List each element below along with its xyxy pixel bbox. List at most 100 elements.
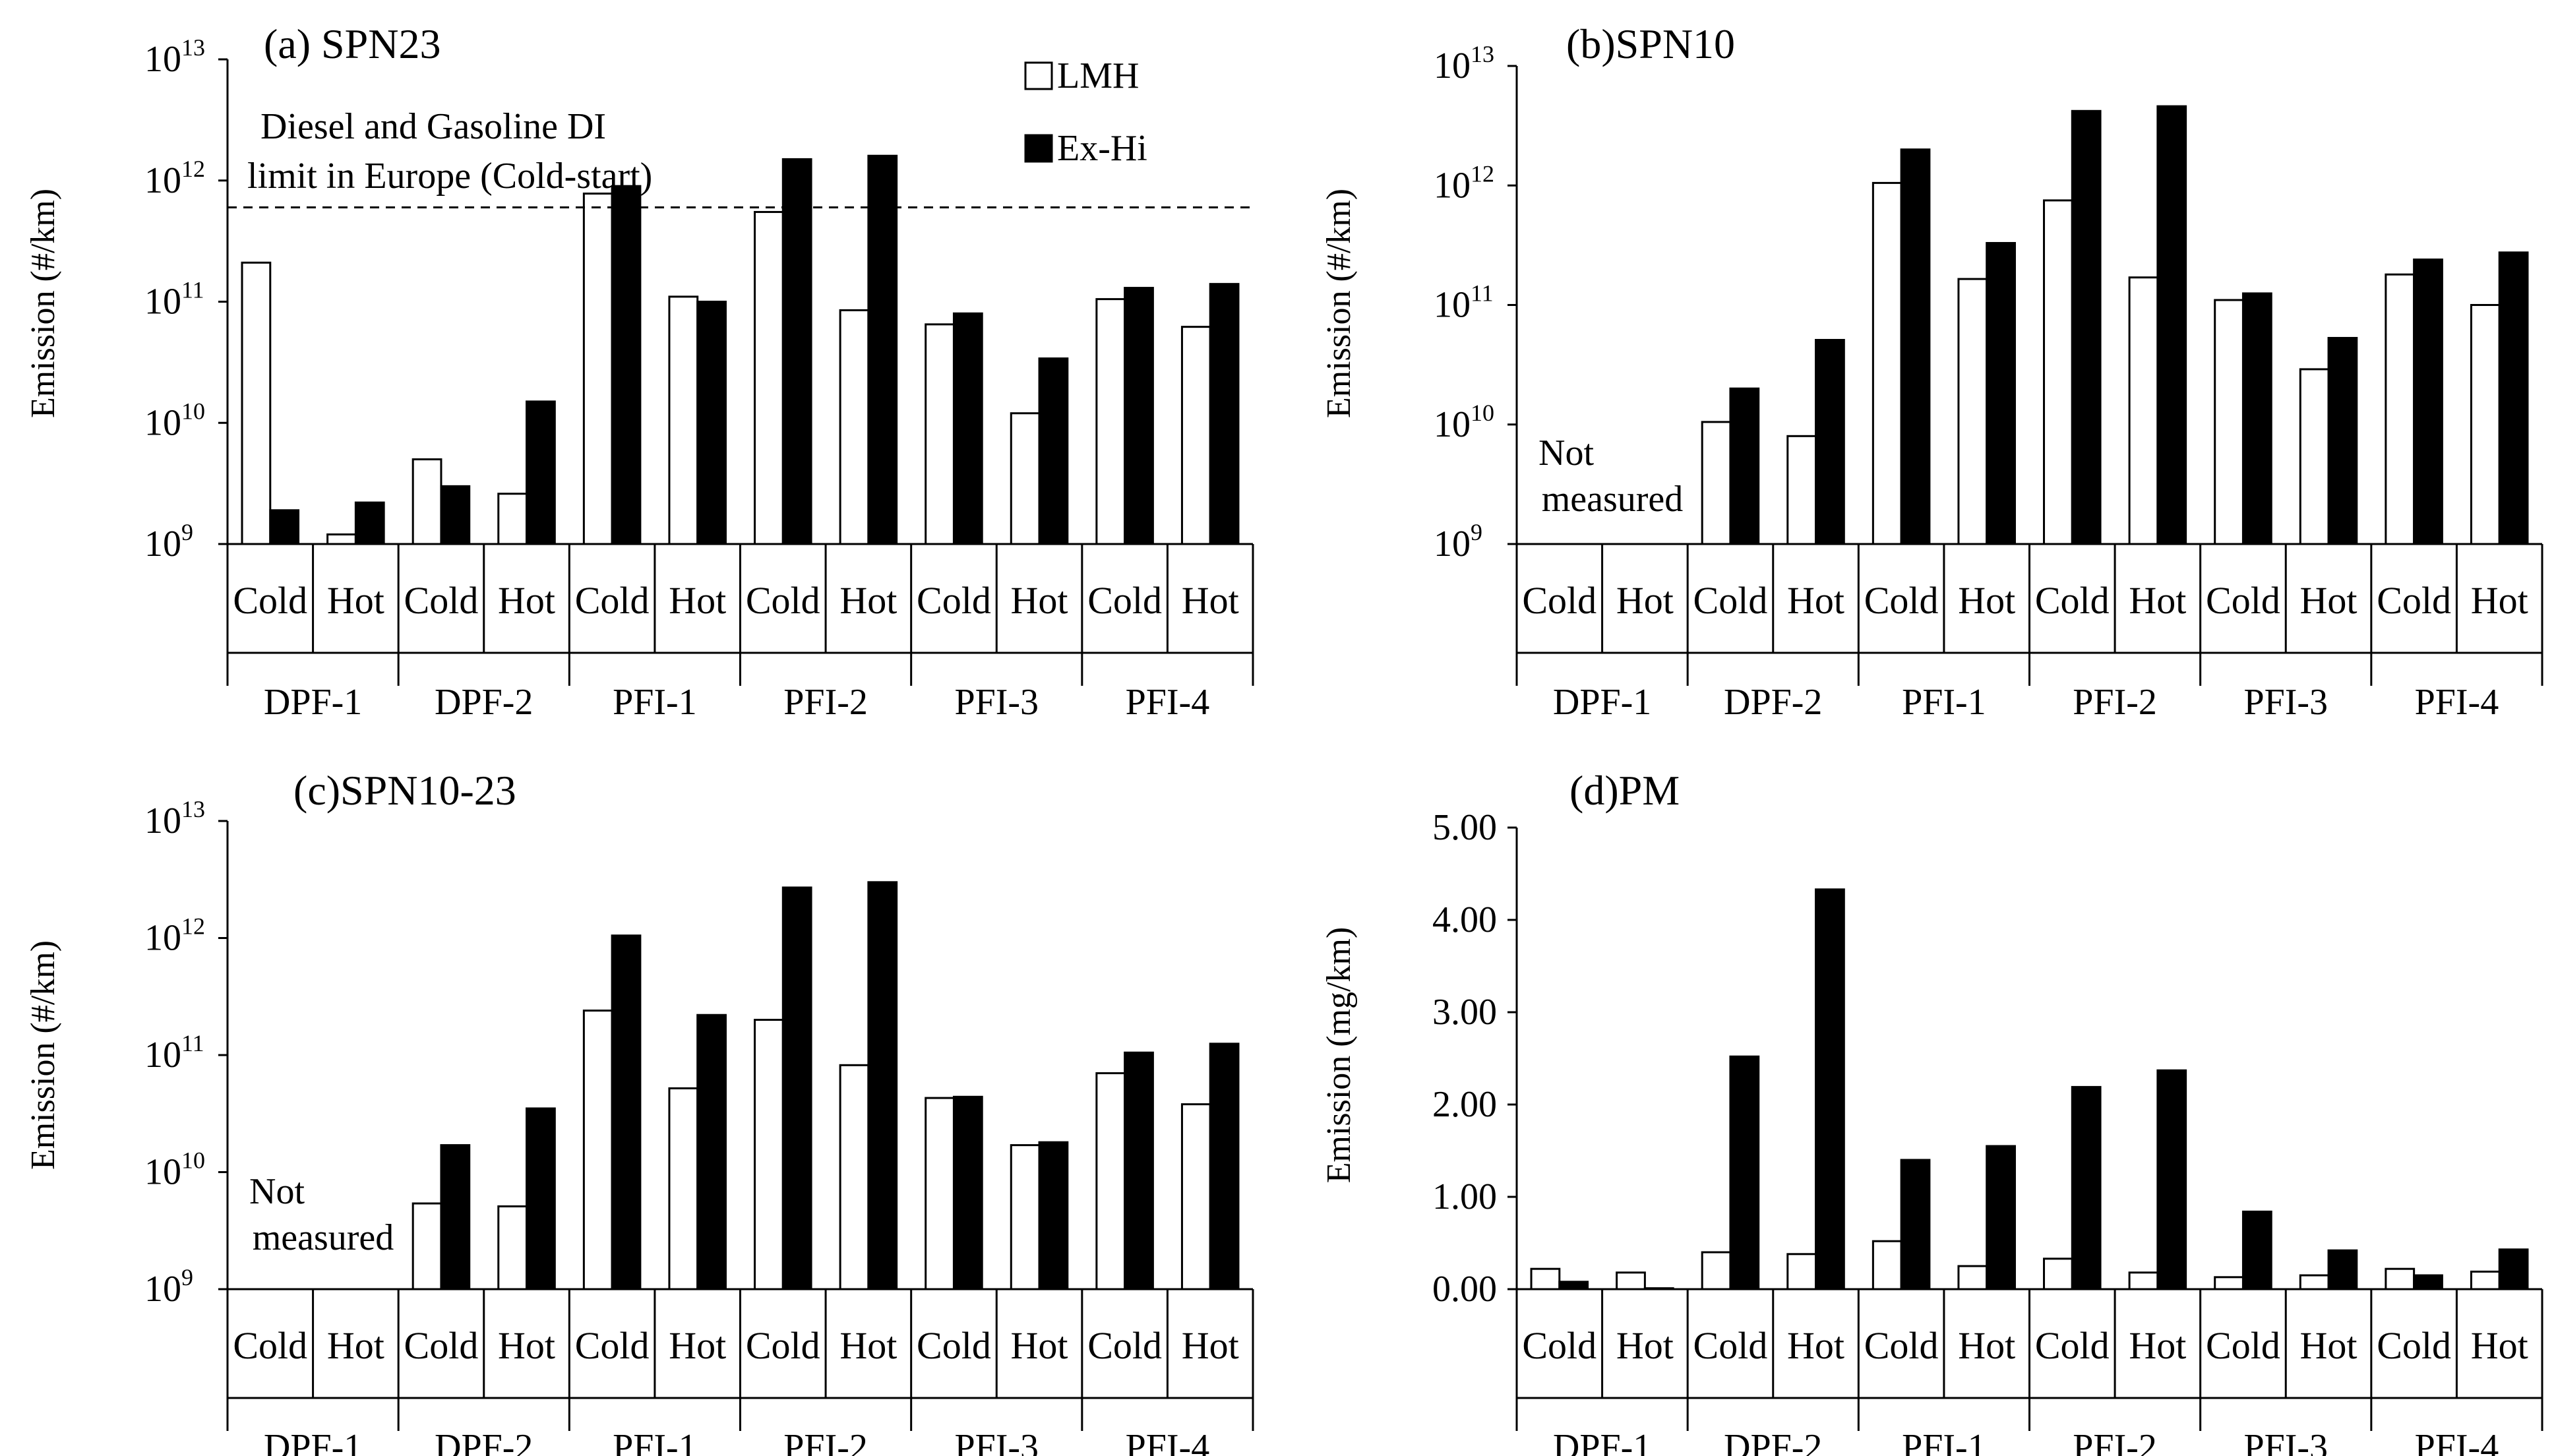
subcategory-label: Cold xyxy=(2035,1324,2110,1367)
bar-lmh xyxy=(2043,199,2073,545)
bar-ex-hi xyxy=(2071,1085,2102,1290)
y-tick-base: 10 xyxy=(1434,285,1471,326)
subcategory-label: Cold xyxy=(1522,579,1597,622)
y-axis-label: Emission (#/km) xyxy=(24,189,62,418)
group-label: DPF-2 xyxy=(435,1427,533,1456)
limit-label-line2: limit in Europe (Cold-start) xyxy=(247,156,652,197)
subcategory-label: Hot xyxy=(498,1324,555,1367)
group-label: PFI-2 xyxy=(783,682,868,723)
bar-ex-hi xyxy=(1558,1281,1589,1290)
bar-ex-hi xyxy=(2413,258,2443,545)
bar-ex-hi xyxy=(696,1014,727,1290)
group-label: PFI-2 xyxy=(2073,682,2157,723)
y-tick-base: 10 xyxy=(144,918,181,959)
subcategory-label: Hot xyxy=(1616,579,1674,622)
bar-ex-hi xyxy=(611,934,642,1290)
y-tick-exponent: 13 xyxy=(181,796,205,822)
bar-ex-hi xyxy=(2241,292,2272,545)
subcategory-label: Cold xyxy=(404,579,479,622)
bar-ex-hi xyxy=(1038,1141,1069,1290)
bar-lmh xyxy=(2043,1258,2073,1290)
group-label: PFI-1 xyxy=(613,682,697,723)
legend-label: Ex-Hi xyxy=(1057,128,1147,169)
bar-lmh xyxy=(925,323,955,545)
legend-swatch-ex-hi xyxy=(1024,134,1053,163)
y-tick-base: 10 xyxy=(144,1269,181,1310)
subcategory-label: Cold xyxy=(1522,1324,1597,1367)
subcategory-label: Cold xyxy=(233,579,307,622)
group-label: PFI-2 xyxy=(783,1427,868,1456)
subcategory-label: Cold xyxy=(1864,1324,1939,1367)
bar-lmh xyxy=(925,1097,955,1290)
bar-lmh xyxy=(1530,1267,1561,1290)
subcategory-label: Hot xyxy=(669,1324,726,1367)
y-tick-label: 10 xyxy=(144,1035,181,1076)
y-tick-label: 1.00 xyxy=(1432,1176,1497,1217)
y-tick-exponent: 13 xyxy=(1471,41,1494,67)
bar-lmh xyxy=(1871,1240,1902,1290)
bar-ex-hi xyxy=(1815,888,1845,1290)
bar-ex-hi xyxy=(2498,1248,2529,1290)
y-tick-base: 10 xyxy=(144,1035,181,1076)
bar-ex-hi xyxy=(2327,1249,2358,1290)
subcategory-label: Hot xyxy=(1011,1324,1068,1367)
bar-ex-hi xyxy=(269,509,300,545)
bar-ex-hi xyxy=(1815,339,1845,545)
y-tick-base: 10 xyxy=(144,1152,181,1193)
y-tick-exponent: 13 xyxy=(181,34,205,61)
bar-lmh xyxy=(1957,278,1988,545)
bar-ex-hi xyxy=(781,158,812,545)
bar-lmh xyxy=(1957,1265,1988,1290)
y-tick-label: 10 xyxy=(1434,285,1471,326)
subcategory-label: Cold xyxy=(2377,579,2451,622)
group-label: PFI-3 xyxy=(2243,1427,2328,1456)
bar-ex-hi xyxy=(781,886,812,1290)
subcategory-label: Cold xyxy=(746,1324,820,1367)
y-tick-exponent: 12 xyxy=(1471,160,1494,187)
y-tick-label: 10 xyxy=(1434,524,1471,564)
bar-lmh xyxy=(1786,1253,1817,1290)
subcategory-label: Cold xyxy=(1864,579,1939,622)
subcategory-label: Cold xyxy=(2206,1324,2280,1367)
bar-lmh xyxy=(839,1064,870,1290)
subcategory-label: Cold xyxy=(575,1324,650,1367)
y-tick-label: 10 xyxy=(144,1269,181,1310)
y-tick-exponent: 9 xyxy=(181,1264,193,1290)
bar-ex-hi xyxy=(1124,287,1154,545)
y-tick-exponent: 11 xyxy=(1471,280,1494,307)
y-tick-label: 10 xyxy=(144,282,181,322)
subcategory-label: Hot xyxy=(1616,1324,1674,1367)
bar-ex-hi xyxy=(611,185,642,545)
limit-label-line1: Diesel and Gasoline DI xyxy=(260,106,606,147)
y-tick-label: 10 xyxy=(144,1152,181,1193)
group-label: DPF-2 xyxy=(1724,682,1822,723)
y-tick-label: 10 xyxy=(1434,404,1471,445)
y-tick-base: 10 xyxy=(1434,165,1471,206)
chart-title: (d)PM xyxy=(1569,767,1680,814)
subcategory-label: Hot xyxy=(1787,579,1844,622)
not-measured-line2: measured xyxy=(253,1217,394,1258)
subcategory-label: Cold xyxy=(2035,579,2110,622)
bar-ex-hi xyxy=(2241,1210,2272,1290)
bar-lmh xyxy=(2299,368,2330,545)
y-tick-exponent: 9 xyxy=(1471,519,1482,545)
subcategory-label: Cold xyxy=(2206,579,2280,622)
y-tick-label: 2.00 xyxy=(1432,1084,1497,1125)
bar-lmh xyxy=(1010,412,1041,545)
legend-label: LMH xyxy=(1057,55,1139,96)
bar-ex-hi xyxy=(2413,1274,2443,1290)
group-label: DPF-1 xyxy=(264,1427,362,1456)
bar-lmh xyxy=(668,295,699,545)
subcategory-label: Cold xyxy=(233,1324,307,1367)
bar-lmh xyxy=(2299,1274,2330,1290)
y-tick-label: 10 xyxy=(144,160,181,201)
subcategory-label: Cold xyxy=(917,1324,991,1367)
not-measured-line2: measured xyxy=(1542,479,1684,520)
bar-lmh xyxy=(1786,435,1817,545)
bar-ex-hi xyxy=(696,301,727,545)
subcategory-label: Hot xyxy=(2129,1324,2186,1367)
y-tick-label: 5.00 xyxy=(1432,807,1497,848)
y-tick-label: 10 xyxy=(1434,46,1471,86)
